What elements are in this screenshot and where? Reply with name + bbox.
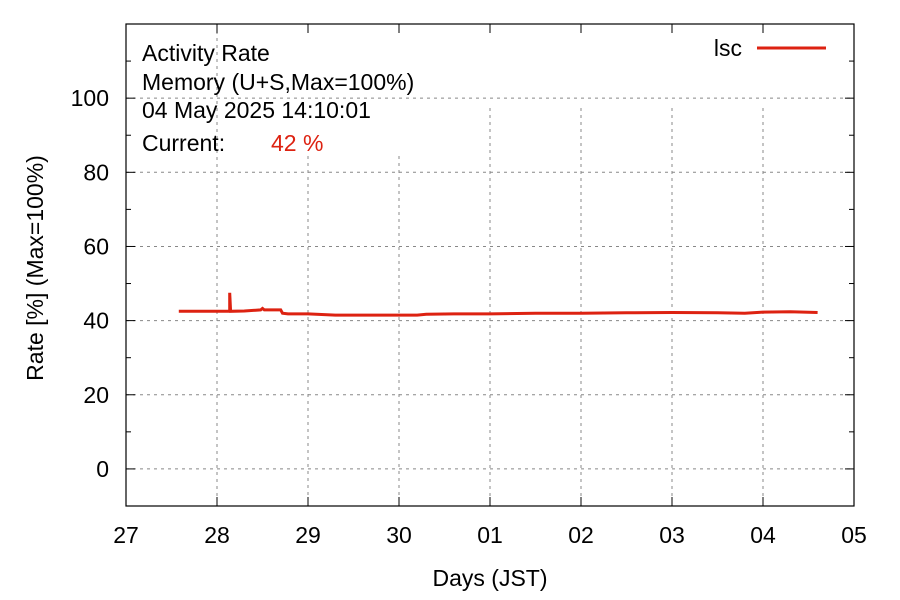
x-tick-label: 03: [659, 522, 685, 548]
current-value: 42 %: [271, 130, 323, 156]
axis-ticks: [125, 24, 855, 506]
x-tick-label: 28: [204, 522, 230, 548]
y-tick-label: 80: [83, 159, 109, 185]
x-axis-label: Days (JST): [433, 565, 548, 591]
current-label: Current:: [142, 130, 225, 156]
y-tick-label: 60: [83, 233, 109, 259]
y-axis-label: Rate [%] (Max=100%): [22, 155, 48, 381]
x-tick-label: 30: [386, 522, 412, 548]
info-title: Activity Rate: [142, 40, 270, 66]
y-tick-label: 20: [83, 382, 109, 408]
x-tick-labels: 27 28 29 30 01 02 03 04 05: [113, 522, 867, 548]
x-tick-label: 27: [113, 522, 139, 548]
x-tick-label: 01: [477, 522, 503, 548]
y-tick-label: 40: [83, 308, 109, 334]
series-line-lsc: [178, 292, 818, 317]
y-tick-label: 0: [96, 456, 109, 482]
info-subtitle: Memory (U+S,Max=100%): [142, 69, 414, 95]
x-tick-label: 29: [295, 522, 321, 548]
x-tick-label: 02: [568, 522, 594, 548]
y-tick-labels: 0 20 40 60 80 100: [71, 85, 109, 482]
legend-label: lsc: [714, 35, 742, 61]
y-tick-label: 100: [71, 85, 109, 111]
grid-lines: [126, 24, 854, 506]
x-tick-label: 04: [750, 522, 776, 548]
info-timestamp: 04 May 2025 14:10:01: [142, 97, 371, 123]
x-tick-label: 05: [841, 522, 867, 548]
